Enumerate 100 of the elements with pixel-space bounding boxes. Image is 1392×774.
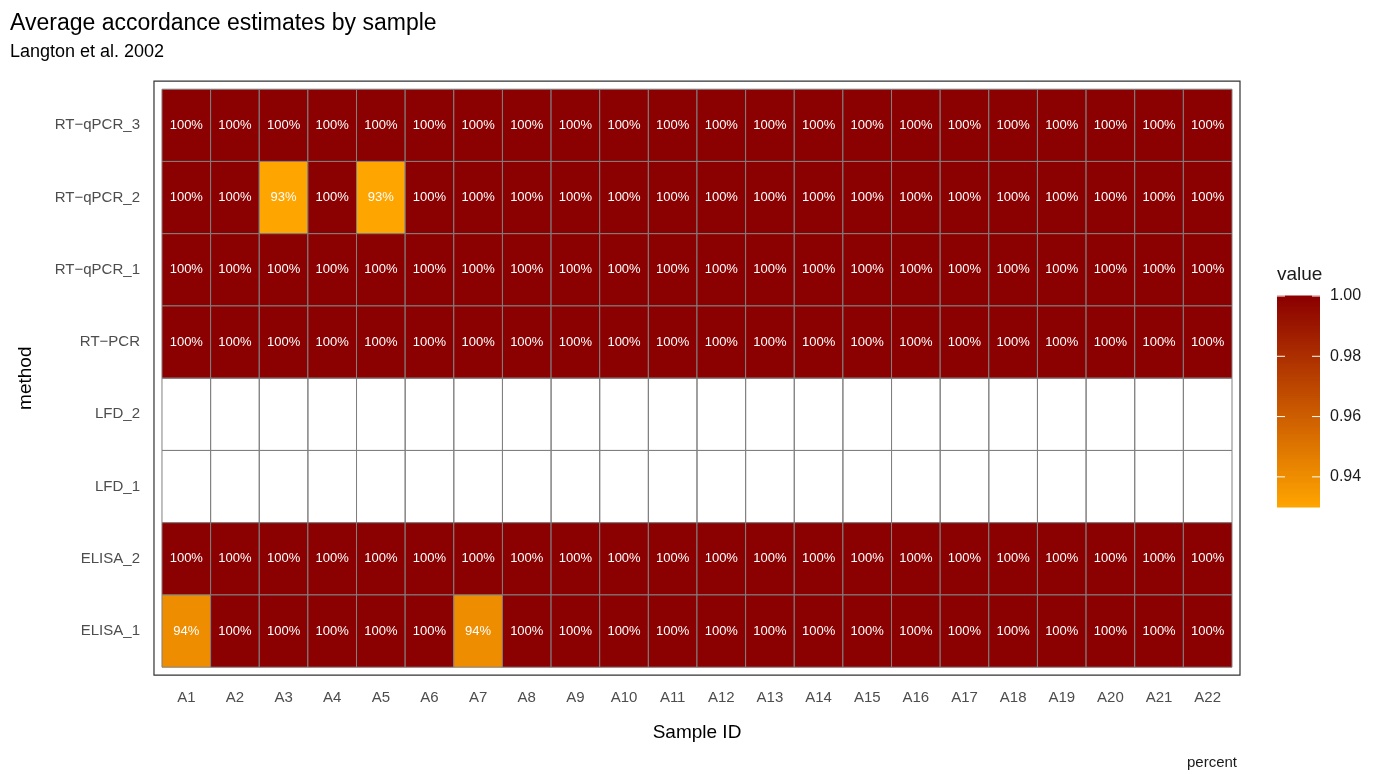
- data-label: 100%: [656, 333, 690, 349]
- data-label: 100%: [1093, 550, 1128, 566]
- data-label: 100%: [510, 189, 544, 205]
- data-label: 100%: [1045, 189, 1079, 205]
- x-tick-label: A1: [177, 688, 196, 706]
- x-tick-label: A6: [420, 688, 439, 706]
- x-tick-label: A15: [853, 688, 881, 706]
- data-label: 100%: [899, 333, 933, 349]
- x-tick-label: A21: [1145, 688, 1173, 706]
- data-label: 100%: [607, 261, 642, 277]
- data-label: 100%: [1191, 622, 1225, 638]
- data-label: 100%: [266, 261, 301, 277]
- text: percent: [1186, 753, 1238, 770]
- data-label: 100%: [558, 189, 593, 205]
- data-label: 100%: [1093, 261, 1128, 277]
- x-tick-label: A17: [951, 688, 978, 706]
- data-label: 100%: [1142, 622, 1177, 638]
- color-bar-label: 0.96: [1330, 406, 1362, 424]
- data-label: 93%: [270, 189, 298, 205]
- data-label: 100%: [947, 550, 982, 566]
- data-label: 100%: [850, 116, 885, 132]
- data-label: 100%: [558, 622, 593, 638]
- x-tick-label: A7: [468, 688, 488, 706]
- data-label: 100%: [558, 333, 593, 349]
- data-label: 100%: [1093, 189, 1128, 205]
- data-label: 100%: [850, 622, 885, 638]
- data-label: 100%: [510, 116, 544, 132]
- data-label: 100%: [607, 550, 642, 566]
- data-label: 100%: [656, 189, 690, 205]
- x-tick-label: A8: [517, 688, 536, 706]
- x-axis-title: Sample ID: [652, 720, 742, 742]
- data-label: 100%: [461, 333, 496, 349]
- data-label: 100%: [510, 550, 544, 566]
- data-label: 94%: [465, 622, 492, 638]
- data-label: 100%: [996, 333, 1031, 349]
- data-label: 100%: [704, 550, 739, 566]
- data-label: 100%: [461, 116, 496, 132]
- color-bar-label: 0.94: [1330, 467, 1362, 485]
- data-label: 100%: [315, 189, 350, 205]
- y-tick-label: LFD_2: [94, 404, 140, 422]
- data-label: 100%: [412, 333, 447, 349]
- data-label: 100%: [850, 550, 885, 566]
- data-label: 100%: [412, 550, 447, 566]
- data-label: 100%: [461, 261, 496, 277]
- data-label: 100%: [510, 333, 544, 349]
- x-tick-label: A11: [659, 688, 686, 706]
- data-label: 94%: [173, 622, 200, 638]
- data-label: 100%: [558, 116, 593, 132]
- data-label: 100%: [1045, 550, 1079, 566]
- data-label: 100%: [947, 333, 982, 349]
- data-label: 100%: [364, 333, 398, 349]
- data-label: 100%: [996, 189, 1031, 205]
- y-tick-label: ELISA_2: [80, 548, 140, 566]
- data-label: 100%: [558, 550, 593, 566]
- data-label: 100%: [947, 189, 982, 205]
- x-tick-label: A4: [323, 688, 342, 706]
- data-label: 100%: [315, 261, 350, 277]
- data-label: 100%: [412, 261, 447, 277]
- data-label: 100%: [266, 550, 301, 566]
- chart-title: Average accordance estimates by sample: [10, 9, 437, 36]
- x-tick-label: A18: [999, 688, 1027, 706]
- data-label: 100%: [315, 622, 350, 638]
- data-label: 100%: [753, 261, 788, 277]
- data-label: 100%: [753, 189, 788, 205]
- data-label: 100%: [1142, 261, 1177, 277]
- data-label: 100%: [315, 116, 350, 132]
- data-label: 100%: [899, 622, 933, 638]
- data-label: 100%: [218, 116, 252, 132]
- data-label: 100%: [899, 116, 933, 132]
- data-label: 100%: [801, 333, 836, 349]
- data-label: 100%: [656, 550, 690, 566]
- y-axis-title: method: [13, 346, 35, 410]
- data-label: 100%: [899, 189, 933, 205]
- data-label: 100%: [1142, 550, 1177, 566]
- data-label: 100%: [1045, 116, 1079, 132]
- data-label: 100%: [704, 116, 739, 132]
- data-label: 100%: [899, 550, 933, 566]
- data-label: 100%: [607, 116, 642, 132]
- y-tick-label: RT−PCR: [79, 332, 141, 350]
- data-label: 100%: [607, 333, 642, 349]
- data-label: 100%: [1093, 333, 1128, 349]
- data-label: 100%: [510, 261, 544, 277]
- data-label: 100%: [801, 622, 836, 638]
- data-label: 100%: [656, 116, 690, 132]
- data-label: 100%: [753, 333, 788, 349]
- x-tick-label: A5: [371, 688, 391, 706]
- data-label: 100%: [266, 333, 301, 349]
- x-tick-label: A19: [1048, 688, 1076, 706]
- data-label: 100%: [850, 333, 885, 349]
- y-tick-label: ELISA_1: [80, 621, 140, 639]
- data-label: 100%: [753, 550, 788, 566]
- x-tick-label: A10: [610, 688, 638, 706]
- data-label: 100%: [364, 622, 398, 638]
- data-label: 100%: [656, 261, 690, 277]
- data-label: 100%: [753, 622, 788, 638]
- data-label: 100%: [315, 550, 350, 566]
- x-tick-label: A20: [1097, 688, 1124, 706]
- data-label: 100%: [218, 550, 252, 566]
- data-label: 100%: [1093, 622, 1128, 638]
- data-label: 100%: [412, 189, 447, 205]
